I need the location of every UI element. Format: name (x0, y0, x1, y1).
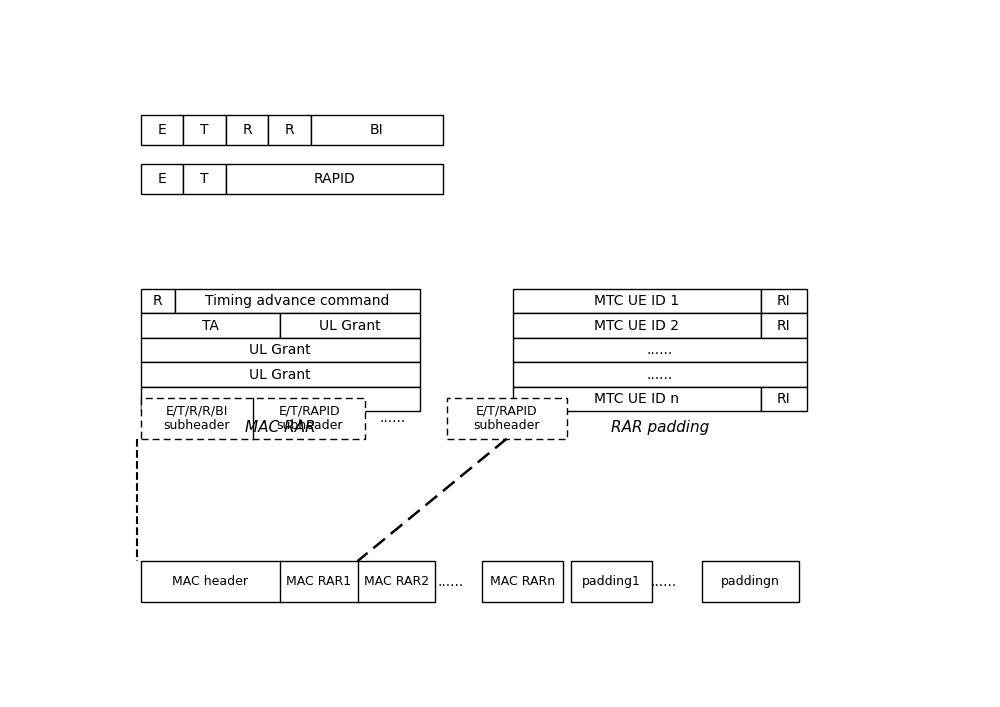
Bar (482, 561, 563, 602)
Text: R: R (285, 123, 294, 136)
Bar (175, 289, 420, 313)
Bar (140, 387, 420, 411)
Text: MTC UE ID n: MTC UE ID n (594, 392, 679, 407)
Text: paddingn: paddingn (721, 575, 780, 588)
Text: E: E (157, 172, 166, 186)
Bar (512, 338, 807, 363)
Text: T: T (200, 172, 209, 186)
Text: E/T/R/R/BI
subheader: E/T/R/R/BI subheader (163, 404, 230, 432)
Bar (183, 115, 226, 145)
Text: T: T (200, 123, 209, 136)
Text: MAC RAR1: MAC RAR1 (286, 575, 351, 588)
Bar (226, 115, 268, 145)
Text: E/T/RAPID
subheader: E/T/RAPID subheader (276, 404, 342, 432)
Text: E: E (157, 123, 166, 136)
Text: ......: ...... (647, 343, 673, 357)
Bar (512, 289, 761, 313)
Text: ......: ...... (650, 575, 677, 589)
Text: MAC RAR2: MAC RAR2 (364, 575, 429, 588)
Text: ......: ...... (379, 411, 406, 426)
Bar (140, 115, 183, 145)
Text: RI: RI (777, 319, 791, 333)
Text: RAPID: RAPID (313, 172, 355, 186)
Text: BI: BI (370, 123, 384, 136)
Bar (140, 313, 280, 338)
Text: MAC header: MAC header (172, 575, 248, 588)
Text: UL Grant: UL Grant (249, 368, 311, 382)
Text: E/T/RAPID
subheader: E/T/RAPID subheader (473, 404, 540, 432)
Bar (311, 115, 443, 145)
Bar (702, 561, 799, 602)
Bar (512, 363, 807, 387)
Bar (761, 313, 807, 338)
Text: UL Grant: UL Grant (319, 319, 381, 333)
Bar (140, 561, 435, 602)
Bar (512, 387, 761, 411)
Text: RI: RI (777, 294, 791, 308)
Bar (512, 313, 761, 338)
Bar (140, 164, 183, 194)
Bar (140, 363, 420, 387)
Bar (761, 289, 807, 313)
Bar (761, 387, 807, 411)
Text: MTC UE ID 1: MTC UE ID 1 (594, 294, 679, 308)
Bar (280, 313, 420, 338)
Text: MTC UE ID 2: MTC UE ID 2 (594, 319, 679, 333)
Bar (571, 561, 652, 602)
Text: RI: RI (777, 392, 791, 407)
Text: RAR padding: RAR padding (611, 420, 709, 436)
Text: R: R (242, 123, 252, 136)
Bar (268, 115, 311, 145)
Text: padding1: padding1 (582, 575, 641, 588)
Bar (226, 164, 443, 194)
Text: ......: ...... (647, 368, 673, 382)
Text: MAC RAR: MAC RAR (245, 420, 315, 436)
Bar (140, 398, 365, 438)
Text: Timing advance command: Timing advance command (205, 294, 390, 308)
Bar (140, 289, 175, 313)
Text: ......: ...... (437, 575, 464, 589)
Text: R: R (153, 294, 163, 308)
Text: TA: TA (202, 319, 219, 333)
Bar (447, 398, 567, 438)
Text: UL Grant: UL Grant (249, 343, 311, 357)
Bar (183, 164, 226, 194)
Bar (140, 338, 420, 363)
Text: MAC RARn: MAC RARn (490, 575, 555, 588)
